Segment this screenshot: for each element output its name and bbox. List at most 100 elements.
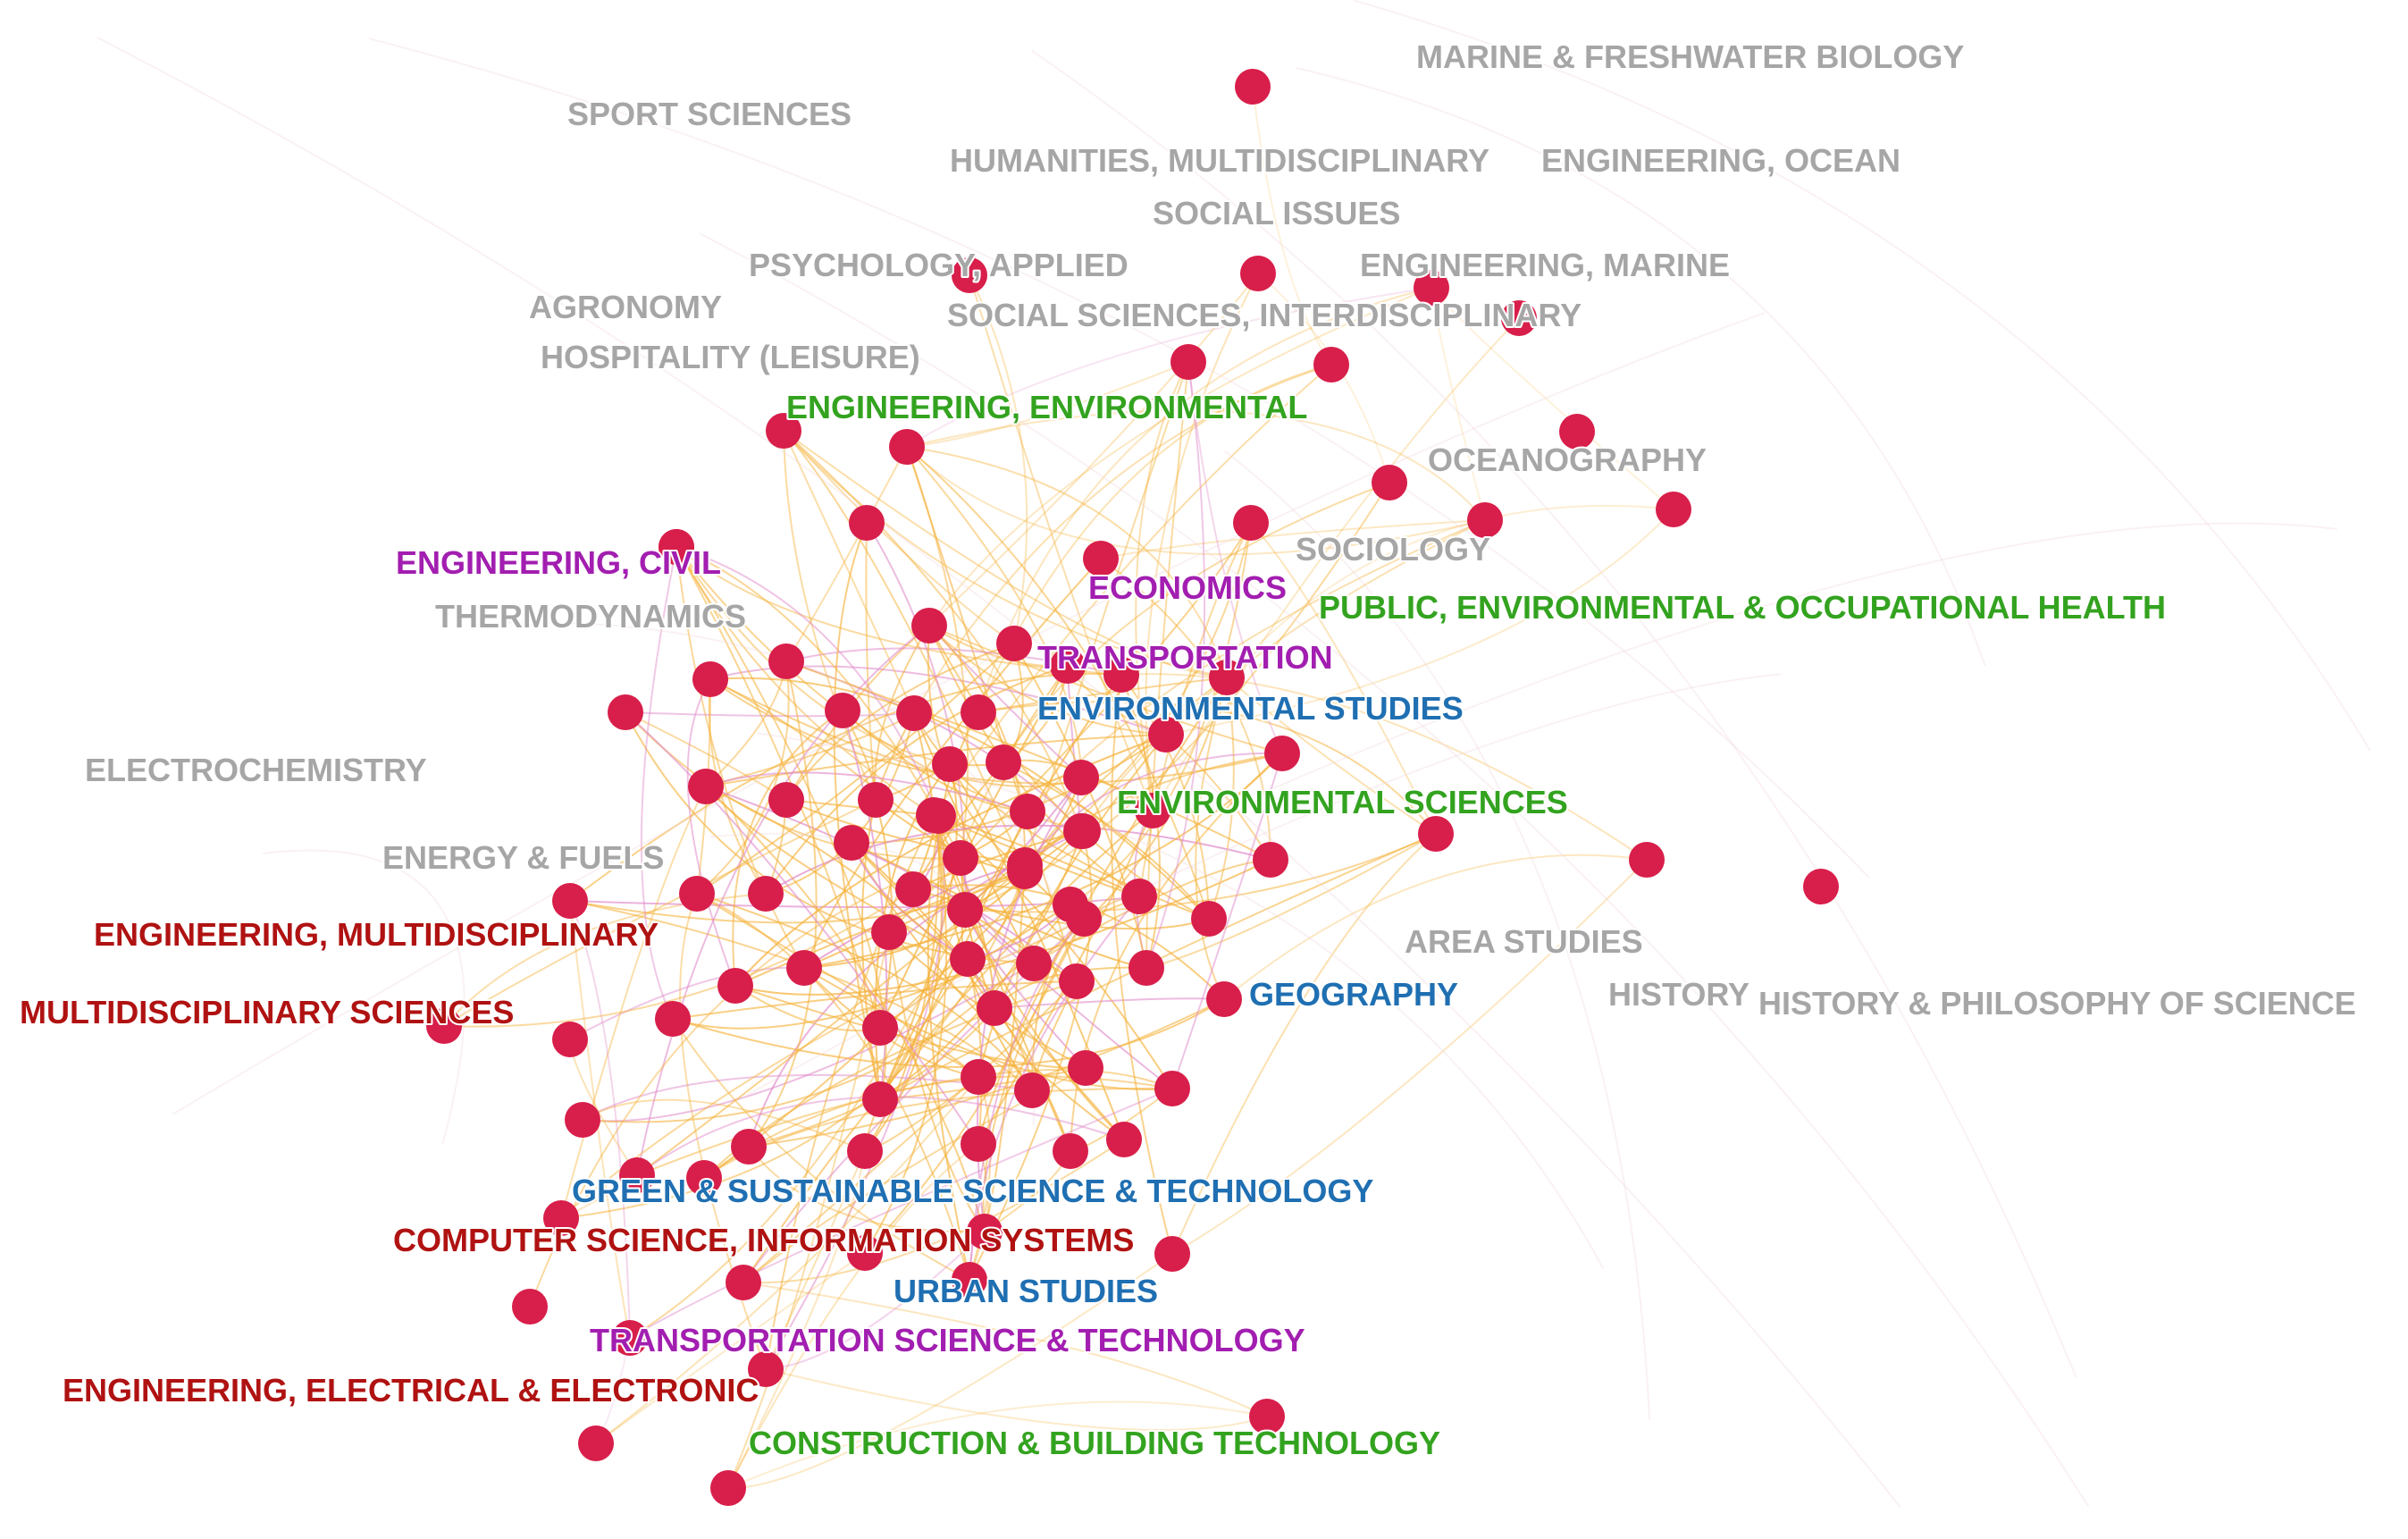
label-engineering-electrical-electronic: ENGINEERING, ELECTRICAL & ELECTRONIC: [63, 1372, 759, 1409]
network-node: [1235, 69, 1271, 105]
label-oceanography: OCEANOGRAPHY: [1428, 442, 1707, 478]
network-node: [1414, 270, 1449, 306]
network-node: [834, 825, 869, 861]
network-node: [552, 1022, 588, 1057]
network-node: [1053, 1133, 1088, 1169]
network-node: [655, 1001, 691, 1037]
network-node: [1249, 1399, 1285, 1434]
label-engineering-environmental: ENGINEERING, ENVIRONMENTAL: [786, 389, 1307, 425]
network-edge: [675, 546, 939, 817]
network-edge: [969, 274, 1154, 812]
network-node: [1233, 505, 1269, 541]
network-edge: [560, 958, 969, 1219]
network-edge: [443, 888, 914, 1028]
network-node: [849, 505, 885, 541]
network-node: [1148, 717, 1184, 753]
network-edge: [803, 967, 979, 1078]
network-edge: [994, 997, 1225, 1009]
background-edge: [709, 832, 1036, 1125]
network-node: [1656, 492, 1691, 527]
network-edge: [1120, 674, 1210, 920]
label-psychology-applied: PSYCHOLOGY, APPLIED: [749, 247, 1128, 283]
network-edge: [727, 1253, 1173, 1490]
network-node: [952, 257, 987, 293]
network-edge: [906, 409, 1486, 521]
network-edge: [629, 1088, 1173, 1339]
network-edge: [727, 1143, 979, 1489]
network-node: [1007, 854, 1043, 889]
network-edge: [1171, 833, 1437, 1255]
background-edge: [263, 849, 466, 1146]
label-marine-freshwater-biology: MARINE & FRESHWATER BIOLOGY: [1416, 38, 1964, 75]
network-edge: [879, 830, 1084, 1100]
network-node: [1253, 842, 1288, 878]
network-edge: [675, 546, 961, 859]
network-edge: [879, 674, 1122, 1100]
network-edge: [906, 446, 1486, 556]
network-edge: [569, 900, 631, 1339]
network-edge: [906, 287, 1432, 448]
network-edge: [969, 274, 1028, 644]
label-sociology: SOCIOLOGY: [1296, 531, 1490, 568]
network-edge: [743, 1139, 1125, 1284]
network-edge: [709, 677, 1210, 920]
network-node: [950, 941, 986, 977]
label-hospitality-leisure: HOSPITALITY (LEISURE): [541, 339, 920, 375]
network-edge: [928, 625, 1283, 754]
network-edge: [969, 830, 1093, 1281]
label-sport-sciences: SPORT SCIENCES: [567, 96, 852, 132]
network-node: [1083, 541, 1119, 576]
network-edge: [675, 546, 887, 1100]
network-node: [1264, 736, 1300, 771]
network-edge: [748, 998, 1225, 1148]
network-edge: [743, 918, 1085, 1283]
network-edge: [888, 931, 986, 1232]
network-node: [1154, 1071, 1190, 1106]
network-node: [1106, 1122, 1142, 1157]
network-edge: [727, 1150, 866, 1489]
network-node: [692, 661, 728, 697]
label-thermodynamics: THERMODYNAMICS: [435, 598, 746, 635]
network-node: [1170, 344, 1206, 380]
network-edge: [1165, 509, 1674, 736]
network-edge: [984, 864, 1026, 1232]
label-engineering-ocean: ENGINEERING, OCEAN: [1541, 142, 1900, 179]
label-economics: ECONOMICS: [1088, 569, 1287, 606]
network-edge: [864, 918, 1085, 1254]
network-edge: [703, 1075, 1173, 1179]
label-humanities-multidisciplinary: HUMANITIES, MULTIDISCIPLINARY: [950, 142, 1489, 179]
network-node: [786, 950, 822, 986]
network-node: [1103, 657, 1139, 693]
network-node: [766, 413, 801, 449]
label-transportation-science-technology: TRANSPORTATION SCIENCE & TECHNOLOGY: [590, 1322, 1305, 1358]
network-edge: [1171, 859, 1648, 1255]
network-edge: [928, 625, 1210, 920]
label-history-philosophy-of-science: HISTORY & PHILOSOPHY OF SCIENCE: [1758, 985, 2356, 1022]
network-node: [659, 529, 694, 565]
network-edge: [443, 799, 877, 1027]
network-node: [1016, 946, 1052, 981]
label-green-sustainable-science-technology: GREEN & SUSTAINABLE SCIENCE & TECHNOLOGY: [572, 1173, 1373, 1209]
network-node: [889, 429, 925, 465]
network-node: [1050, 648, 1086, 684]
network-edge: [1152, 317, 1520, 812]
network-node: [710, 1470, 746, 1506]
network-node: [679, 876, 715, 912]
network-edge: [640, 546, 677, 1020]
network-node: [858, 782, 894, 818]
label-urban-studies: URBAN STUDIES: [894, 1273, 1158, 1309]
network-edge: [933, 364, 1332, 816]
network-edge: [833, 522, 881, 1100]
network-node: [932, 746, 968, 782]
network-edge: [977, 287, 1432, 713]
network-node: [612, 1320, 648, 1356]
network-node: [768, 643, 804, 679]
network-node: [847, 1133, 883, 1169]
network-node: [543, 1200, 579, 1236]
network-edge: [977, 677, 1228, 1145]
network-edge: [888, 931, 1087, 1069]
network-edge: [765, 665, 1069, 895]
network-node: [1068, 1050, 1103, 1086]
network-edge: [865, 522, 877, 801]
network-node: [717, 968, 753, 1004]
